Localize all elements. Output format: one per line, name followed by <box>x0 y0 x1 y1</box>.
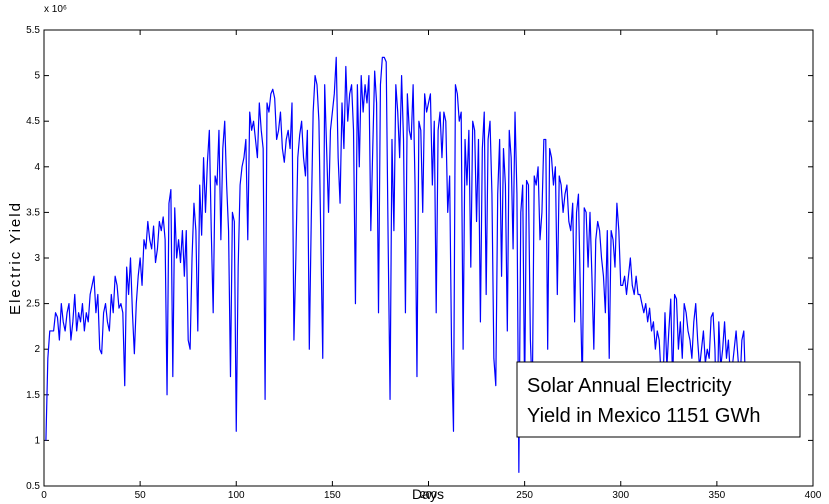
y-tick-label: 2.5 <box>26 299 40 310</box>
y-tick-label: 5 <box>34 71 40 82</box>
x-tick-label: 50 <box>135 490 147 501</box>
x-tick-label: 350 <box>709 490 726 501</box>
y-multiplier: x 10⁶ <box>44 4 67 15</box>
y-tick-label: 3.5 <box>26 207 40 218</box>
x-tick-label: 400 <box>805 490 822 501</box>
x-tick-label: 200 <box>420 490 437 501</box>
x-axis-label: Days <box>412 486 444 502</box>
x-tick-label: 100 <box>228 490 245 501</box>
annotation-text: Solar Annual Electricity <box>527 375 732 397</box>
data-line <box>45 56 747 473</box>
x-tick-label: 300 <box>612 490 629 501</box>
y-tick-label: 3 <box>34 253 40 264</box>
y-tick-label: 5.5 <box>26 25 40 36</box>
y-tick-label: 4 <box>34 162 40 173</box>
annotation-text: Yield in Mexico 1151 GWh <box>527 405 760 427</box>
x-tick-label: 150 <box>324 490 341 501</box>
y-axis-label: Electric Yield <box>7 201 24 315</box>
y-tick-label: 4.5 <box>26 116 40 127</box>
x-tick-label: 0 <box>41 490 47 501</box>
y-tick-label: 1.5 <box>26 390 40 401</box>
y-tick-label: 0.5 <box>26 481 40 492</box>
y-tick-label: 2 <box>34 344 40 355</box>
y-tick-label: 1 <box>34 435 40 446</box>
x-tick-label: 250 <box>516 490 533 501</box>
annotation-box <box>516 361 801 438</box>
